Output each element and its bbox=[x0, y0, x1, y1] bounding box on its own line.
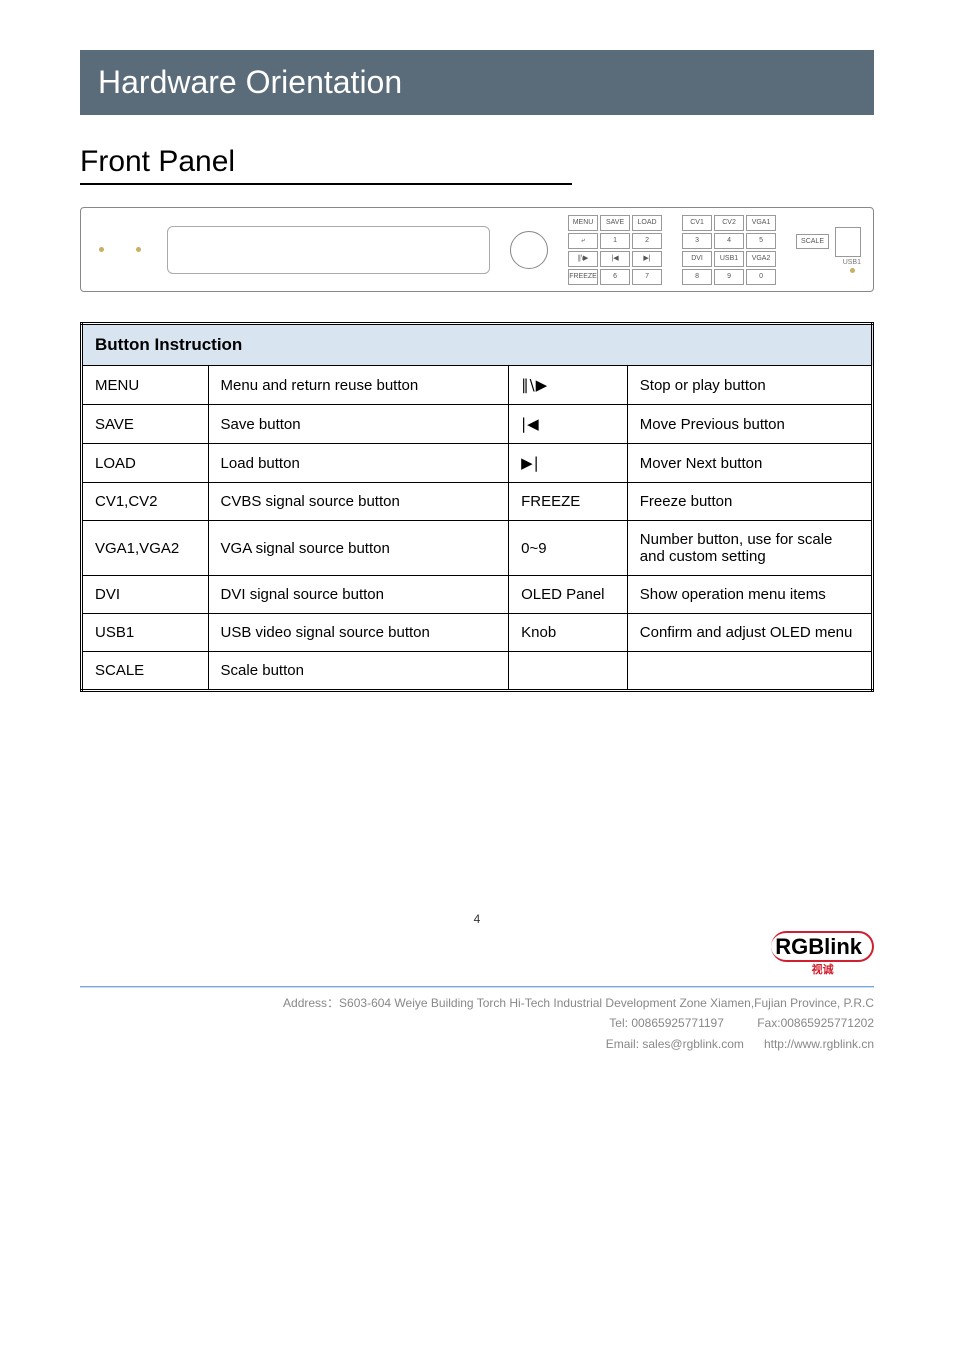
email-value: sales@rgblink.com bbox=[642, 1037, 744, 1051]
tel-label: Tel: bbox=[609, 1016, 628, 1030]
cell: Scale button bbox=[208, 652, 509, 691]
panel-btn: 3 bbox=[682, 233, 712, 249]
logo-main: RGBlink bbox=[771, 931, 874, 962]
fax-label: Fax: bbox=[757, 1016, 780, 1030]
button-grid-2: CV1 CV2 VGA1 3 4 5 DVI USB1 VGA2 8 9 0 bbox=[682, 215, 776, 285]
cell: LOAD bbox=[82, 444, 209, 483]
panel-btn: ⤶ bbox=[568, 233, 598, 249]
panel-btn: LOAD bbox=[632, 215, 662, 231]
website: http://www.rgblink.cn bbox=[764, 1037, 874, 1051]
table-row: SCALE Scale button bbox=[82, 652, 873, 691]
cell: Stop or play button bbox=[627, 366, 872, 405]
panel-btn: 4 bbox=[714, 233, 744, 249]
section-rule bbox=[80, 183, 572, 185]
oled-screen bbox=[167, 226, 490, 274]
table-row: SAVE Save button |◀ Move Previous button bbox=[82, 405, 873, 444]
footer-rule bbox=[80, 986, 874, 987]
cell-symbol: ▶| bbox=[509, 444, 628, 483]
tel-number: 00865925771197 bbox=[631, 1016, 724, 1030]
panel-btn: CV1 bbox=[682, 215, 712, 231]
panel-btn: FREEZE bbox=[568, 269, 598, 285]
table-row: LOAD Load button ▶| Mover Next button bbox=[82, 444, 873, 483]
cell-symbol: |◀ bbox=[509, 405, 628, 444]
panel-btn: 9 bbox=[714, 269, 744, 285]
cell: Mover Next button bbox=[627, 444, 872, 483]
panel-btn: CV2 bbox=[714, 215, 744, 231]
cell bbox=[627, 652, 872, 691]
cell: Save button bbox=[208, 405, 509, 444]
cell: USB1 bbox=[82, 614, 209, 652]
cell: SAVE bbox=[82, 405, 209, 444]
cell: Confirm and adjust OLED menu bbox=[627, 614, 872, 652]
cell: 0~9 bbox=[509, 521, 628, 576]
panel-btn: ∥\▶ bbox=[568, 251, 598, 267]
panel-btn: USB1 bbox=[714, 251, 744, 267]
cell: Load button bbox=[208, 444, 509, 483]
front-panel-diagram: MENU SAVE LOAD ⤶ 1 2 ∥\▶ |◀ ▶| FREEZE 6 … bbox=[80, 207, 874, 292]
cell: MENU bbox=[82, 366, 209, 405]
email-label: Email: bbox=[606, 1037, 639, 1051]
section-heading: Front Panel bbox=[80, 145, 874, 179]
scale-button: SCALE bbox=[796, 234, 829, 249]
panel-btn: 2 bbox=[632, 233, 662, 249]
knob-icon bbox=[510, 231, 548, 269]
panel-btn: VGA1 bbox=[746, 215, 776, 231]
button-instruction-table: Button Instruction MENU Menu and return … bbox=[80, 322, 874, 692]
table-row: VGA1,VGA2 VGA signal source button 0~9 N… bbox=[82, 521, 873, 576]
panel-btn: ▶| bbox=[632, 251, 662, 267]
table-row: DVI DVI signal source button OLED Panel … bbox=[82, 576, 873, 614]
table-row: CV1,CV2 CVBS signal source button FREEZE… bbox=[82, 483, 873, 521]
footer-address: Address：S603-604 Weiye Building Torch Hi… bbox=[80, 993, 874, 1013]
scale-usb-block: SCALE USB1 bbox=[796, 227, 861, 273]
table-header: Button Instruction bbox=[82, 324, 873, 366]
cell-symbol: ∥\▶ bbox=[509, 366, 628, 405]
panel-btn: 0 bbox=[746, 269, 776, 285]
panel-btn: |◀ bbox=[600, 251, 630, 267]
panel-btn: 6 bbox=[600, 269, 630, 285]
fax-number: 00865925771202 bbox=[781, 1016, 874, 1030]
panel-btn: 1 bbox=[600, 233, 630, 249]
cell: USB video signal source button bbox=[208, 614, 509, 652]
cell: CVBS signal source button bbox=[208, 483, 509, 521]
table-row: USB1 USB video signal source button Knob… bbox=[82, 614, 873, 652]
led-dot bbox=[136, 247, 141, 252]
panel-btn: MENU bbox=[568, 215, 598, 231]
cell: DVI bbox=[82, 576, 209, 614]
led-dot bbox=[850, 268, 855, 273]
cell: Knob bbox=[509, 614, 628, 652]
cell: VGA1,VGA2 bbox=[82, 521, 209, 576]
table-row: MENU Menu and return reuse button ∥\▶ St… bbox=[82, 366, 873, 405]
button-grid-1: MENU SAVE LOAD ⤶ 1 2 ∥\▶ |◀ ▶| FREEZE 6 … bbox=[568, 215, 662, 285]
cell: OLED Panel bbox=[509, 576, 628, 614]
cell: CV1,CV2 bbox=[82, 483, 209, 521]
panel-btn: SAVE bbox=[600, 215, 630, 231]
panel-btn: 8 bbox=[682, 269, 712, 285]
cell: FREEZE bbox=[509, 483, 628, 521]
panel-btn: DVI bbox=[682, 251, 712, 267]
rgblink-logo: RGBlink 视诚 bbox=[771, 934, 874, 978]
logo-sub: 视诚 bbox=[812, 964, 834, 976]
banner-title: Hardware Orientation bbox=[80, 50, 874, 115]
logo-row: RGBlink 视诚 bbox=[80, 934, 874, 978]
cell: Move Previous button bbox=[627, 405, 872, 444]
cell: Menu and return reuse button bbox=[208, 366, 509, 405]
cell: VGA signal source button bbox=[208, 521, 509, 576]
cell: DVI signal source button bbox=[208, 576, 509, 614]
cell bbox=[509, 652, 628, 691]
footer-address-block: Address：S603-604 Weiye Building Torch Hi… bbox=[80, 993, 874, 1054]
usb-port-icon bbox=[835, 227, 861, 257]
cell: Freeze button bbox=[627, 483, 872, 521]
page-number: 4 bbox=[80, 912, 874, 926]
usb-label: USB1 bbox=[843, 259, 861, 266]
cell: Number button, use for scale and custom … bbox=[627, 521, 872, 576]
cell: Show operation menu items bbox=[627, 576, 872, 614]
panel-btn: 5 bbox=[746, 233, 776, 249]
panel-btn: VGA2 bbox=[746, 251, 776, 267]
led-dot bbox=[99, 247, 104, 252]
cell: SCALE bbox=[82, 652, 209, 691]
panel-btn: 7 bbox=[632, 269, 662, 285]
